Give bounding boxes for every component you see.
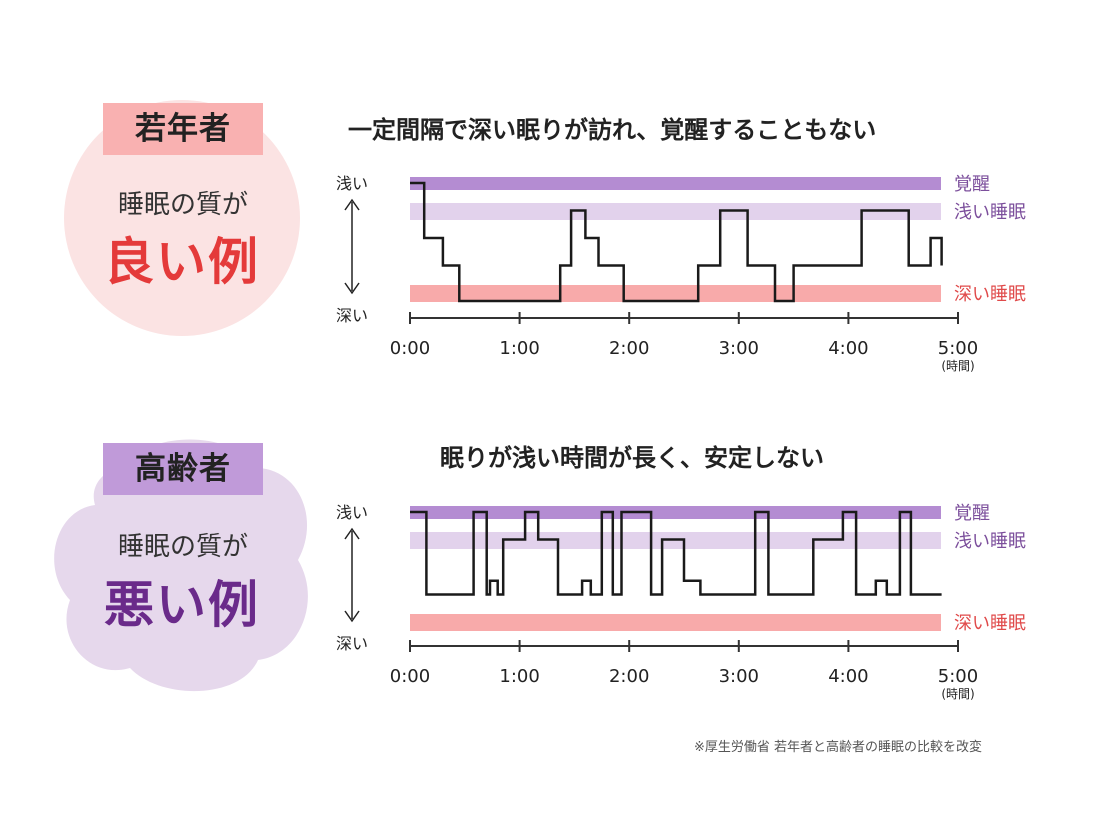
young-axis-arrow-up xyxy=(344,198,360,211)
old-chart-title: 眠りが浅い時間が長く、安定しない xyxy=(440,444,824,472)
young-x-tick-label-5: 5:00 xyxy=(938,338,978,359)
young-x-tick-label-0: 0:00 xyxy=(390,338,430,359)
old-x-tick-label-1: 1:00 xyxy=(499,666,539,687)
young-quality-label: 睡眠の質が xyxy=(117,190,248,220)
old-blob-decoration xyxy=(54,439,308,692)
old-axis-arrow-down xyxy=(344,610,360,623)
old-x-tick-label-3: 3:00 xyxy=(719,666,759,687)
old-badge: 高齢者 xyxy=(103,443,263,495)
old-band-label-2: 深い睡眠 xyxy=(954,613,1026,634)
old-x-tick-label-4: 4:00 xyxy=(828,666,868,687)
old-band-deep xyxy=(410,614,941,631)
old-axis-top-label: 浅い xyxy=(336,503,368,522)
young-band-wake xyxy=(410,177,941,190)
young-chart-title: 一定間隔で深い眠りが訪れ、覚醒することもない xyxy=(348,116,877,144)
old-x-unit-label: (時間) xyxy=(941,687,974,701)
young-x-tick-label-3: 3:00 xyxy=(719,338,759,359)
young-x-tick-label-4: 4:00 xyxy=(828,338,868,359)
old-quality-label: 睡眠の質が xyxy=(117,532,248,562)
young-badge: 若年者 xyxy=(103,103,263,155)
young-sleep-stage-line xyxy=(410,181,943,303)
old-x-tick-label-0: 0:00 xyxy=(390,666,430,687)
young-axis-top-label: 浅い xyxy=(336,174,368,193)
young-x-tick-label-2: 2:00 xyxy=(609,338,649,359)
young-band-label-0: 覚醒 xyxy=(954,174,990,195)
young-band-light xyxy=(410,203,941,220)
old-quality-verdict: 悪い例 xyxy=(104,575,260,634)
young-x-tick-label-1: 1:00 xyxy=(499,338,539,359)
young-quality-verdict: 良い例 xyxy=(104,232,260,291)
young-circle-decoration xyxy=(64,100,300,336)
young-band-label-1: 浅い睡眠 xyxy=(954,202,1026,223)
old-sleep-stage-line xyxy=(410,510,942,596)
young-axis-bottom-label: 深い xyxy=(336,306,368,325)
source-footnote: ※厚生労働省 若年者と高齢者の睡眠の比較を改変 xyxy=(694,740,983,755)
old-x-tick-label-2: 2:00 xyxy=(609,666,649,687)
old-band-wake xyxy=(410,506,941,519)
old-axis-arrow-up xyxy=(344,527,360,540)
young-band-deep xyxy=(410,285,941,302)
old-band-label-0: 覚醒 xyxy=(954,503,990,524)
old-x-tick-label-5: 5:00 xyxy=(938,666,978,687)
young-x-unit-label: (時間) xyxy=(941,359,974,373)
old-band-label-1: 浅い睡眠 xyxy=(954,531,1026,552)
young-band-label-2: 深い睡眠 xyxy=(954,284,1026,305)
old-axis-bottom-label: 深い xyxy=(336,634,368,653)
young-axis-arrow-down xyxy=(344,282,360,295)
